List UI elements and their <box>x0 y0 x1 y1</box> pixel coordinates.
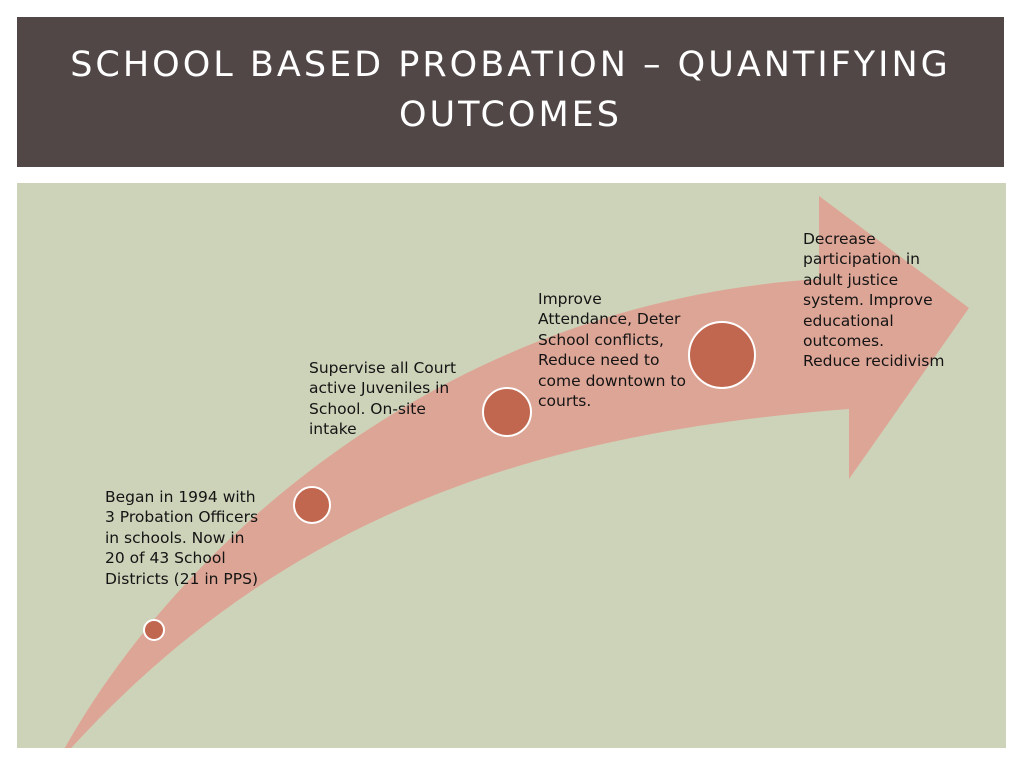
milestone-text-4: Decrease participation in adult justice … <box>803 230 945 371</box>
title-bar: SCHOOL BASED PROBATION – QUANTIFYING OUT… <box>17 17 1004 167</box>
milestone-marker-3 <box>482 387 532 437</box>
progress-arrow-diagram <box>64 196 969 748</box>
milestone-marker-1 <box>143 619 165 641</box>
milestone-marker-4 <box>688 321 756 389</box>
slide-title: SCHOOL BASED PROBATION – QUANTIFYING OUT… <box>70 45 951 135</box>
milestone-text-3: Improve Attendance, Deter School conflic… <box>538 290 686 411</box>
milestone-text-2: Supervise all Court active Juveniles in … <box>309 359 457 439</box>
milestone-marker-2 <box>293 486 331 524</box>
diagram-area: Began in 1994 with 3 Probation Officers … <box>17 183 1006 748</box>
milestone-text-1: Began in 1994 with 3 Probation Officers … <box>105 488 259 588</box>
